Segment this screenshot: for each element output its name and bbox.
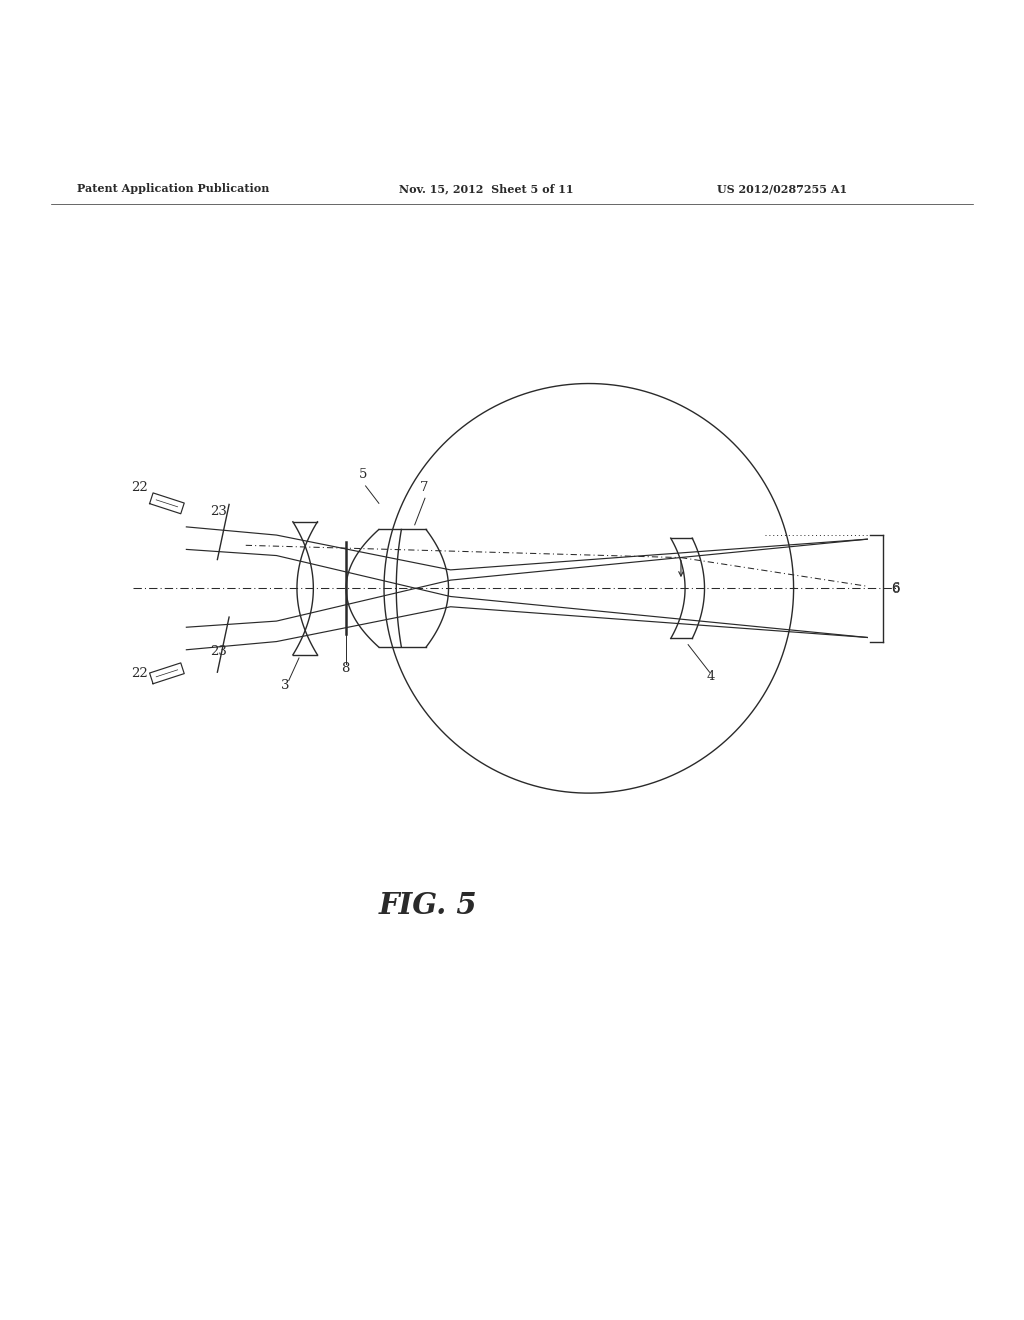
Text: 23: 23	[210, 504, 226, 517]
Text: 4: 4	[707, 671, 715, 684]
Text: 6: 6	[891, 582, 899, 595]
Text: FIG. 5: FIG. 5	[379, 891, 477, 920]
Text: Nov. 15, 2012  Sheet 5 of 11: Nov. 15, 2012 Sheet 5 of 11	[399, 183, 573, 194]
Text: 23: 23	[210, 645, 226, 657]
Text: 7: 7	[420, 480, 428, 494]
Text: 22: 22	[131, 480, 147, 494]
Text: 8: 8	[341, 663, 349, 676]
Text: 3: 3	[281, 678, 289, 692]
Text: 22: 22	[131, 668, 147, 680]
Text: US 2012/0287255 A1: US 2012/0287255 A1	[717, 183, 847, 194]
Text: 6: 6	[891, 583, 899, 597]
Text: Patent Application Publication: Patent Application Publication	[77, 183, 269, 194]
Text: 5: 5	[358, 467, 367, 480]
